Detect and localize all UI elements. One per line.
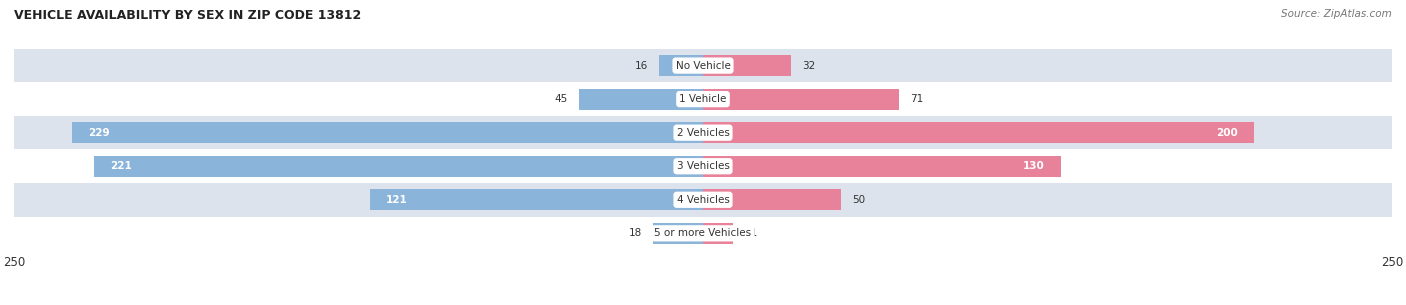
Bar xyxy=(703,223,734,244)
Bar xyxy=(14,217,1392,250)
Text: Source: ZipAtlas.com: Source: ZipAtlas.com xyxy=(1281,9,1392,19)
Bar xyxy=(703,189,841,210)
Bar xyxy=(14,49,1392,82)
Bar xyxy=(703,55,792,76)
Bar xyxy=(659,55,703,76)
Text: 50: 50 xyxy=(852,195,865,205)
Text: 5 or more Vehicles: 5 or more Vehicles xyxy=(654,228,752,238)
Bar xyxy=(14,82,1392,116)
Text: 3 Vehicles: 3 Vehicles xyxy=(676,161,730,171)
Text: 18: 18 xyxy=(628,228,643,238)
Bar xyxy=(703,89,898,109)
Text: 229: 229 xyxy=(89,128,110,138)
Text: 221: 221 xyxy=(111,161,132,171)
Text: 11: 11 xyxy=(744,228,758,238)
Text: 2 Vehicles: 2 Vehicles xyxy=(676,128,730,138)
Text: 1 Vehicle: 1 Vehicle xyxy=(679,94,727,104)
Bar xyxy=(72,122,703,143)
Text: No Vehicle: No Vehicle xyxy=(675,61,731,70)
Bar xyxy=(94,156,703,177)
Bar xyxy=(370,189,703,210)
Text: VEHICLE AVAILABILITY BY SEX IN ZIP CODE 13812: VEHICLE AVAILABILITY BY SEX IN ZIP CODE … xyxy=(14,9,361,22)
Text: 32: 32 xyxy=(803,61,815,70)
Bar xyxy=(703,122,1254,143)
Bar xyxy=(703,156,1062,177)
Text: 200: 200 xyxy=(1216,128,1237,138)
Text: 4 Vehicles: 4 Vehicles xyxy=(676,195,730,205)
Bar xyxy=(579,89,703,109)
Bar xyxy=(654,223,703,244)
Bar xyxy=(14,183,1392,217)
Text: 16: 16 xyxy=(634,61,648,70)
Bar xyxy=(14,149,1392,183)
Text: 45: 45 xyxy=(555,94,568,104)
Text: 71: 71 xyxy=(910,94,922,104)
Text: 121: 121 xyxy=(387,195,408,205)
Bar xyxy=(14,116,1392,149)
Text: 130: 130 xyxy=(1024,161,1045,171)
